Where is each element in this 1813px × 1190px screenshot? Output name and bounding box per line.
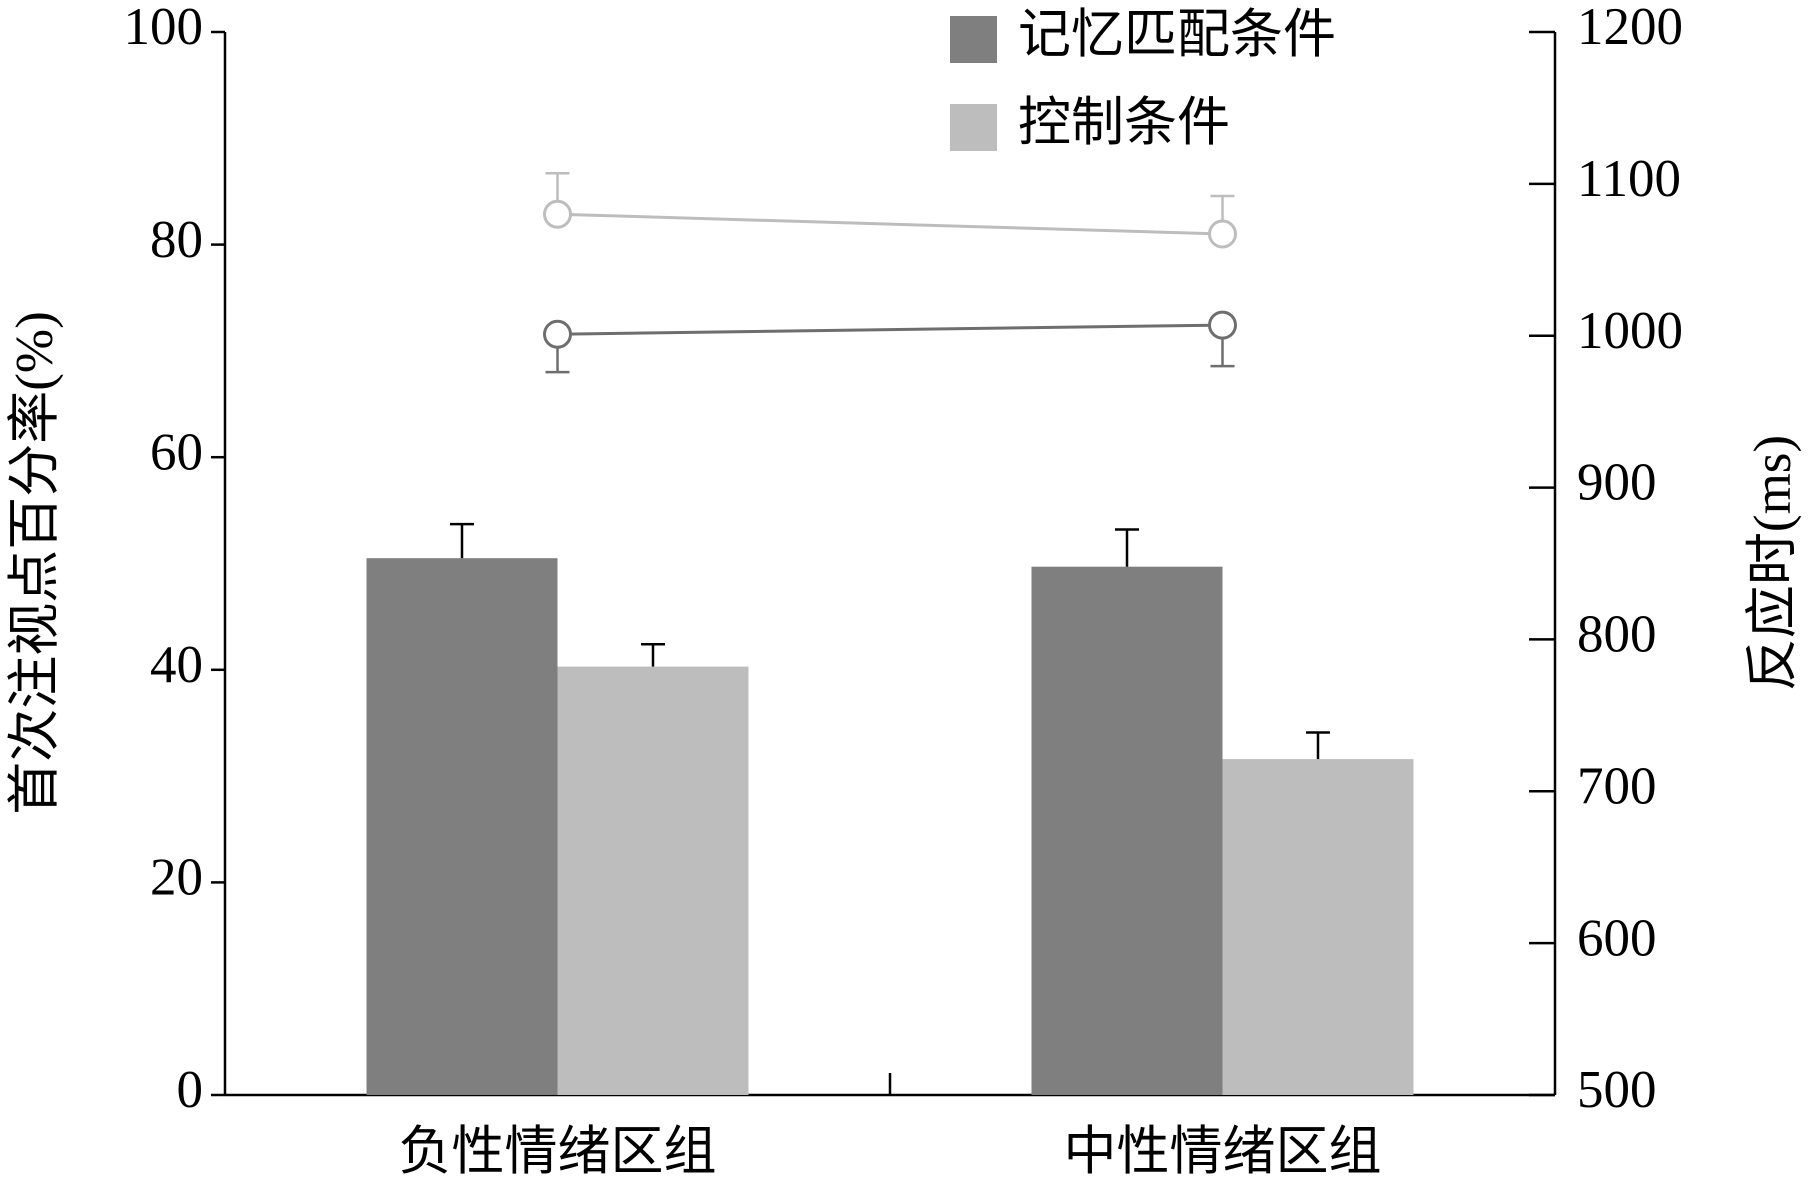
y-tick-label: 100 (124, 0, 204, 56)
legend-swatch (950, 104, 997, 151)
legend-label: 控制条件 (1018, 94, 1230, 152)
y-axis-title: 首次注视点百分率(%) (6, 311, 64, 814)
y2-tick-label: 1100 (1577, 150, 1681, 208)
y2-tick-label: 1200 (1577, 0, 1683, 56)
line-point (543, 199, 572, 229)
y2-tick-label: 500 (1577, 1061, 1657, 1119)
error-bar (450, 522, 474, 559)
bar (557, 666, 749, 1095)
bar (1222, 759, 1414, 1095)
bar (366, 558, 558, 1095)
x-tick-label: 中性情绪区组 (1064, 1123, 1382, 1181)
y2-tick-label: 800 (1577, 606, 1657, 664)
y2-tick-label: 900 (1577, 454, 1657, 512)
y-tick-label: 60 (150, 423, 203, 481)
error-bar (641, 643, 665, 667)
y-tick-label: 80 (150, 211, 203, 269)
y2-tick-label: 1000 (1577, 302, 1683, 360)
y-tick-label: 20 (150, 849, 203, 907)
y2-tick-label: 600 (1577, 909, 1657, 967)
y2-tick-label: 700 (1577, 757, 1657, 815)
error-bar (1306, 731, 1330, 760)
line-point (1208, 310, 1237, 340)
y2-axis-title: 反应时(ms) (1744, 435, 1802, 691)
y-tick-label: 40 (150, 636, 203, 694)
line (557, 212, 1223, 236)
line-point (1208, 219, 1237, 249)
legend-swatch (950, 16, 997, 63)
error-bar (1115, 528, 1139, 567)
y-tick-label: 0 (177, 1061, 204, 1119)
legend-label: 记忆匹配条件 (1018, 6, 1336, 64)
line (557, 323, 1223, 336)
line-point (543, 319, 572, 349)
x-tick-label: 负性情绪区组 (399, 1123, 717, 1181)
bar (1031, 566, 1223, 1095)
